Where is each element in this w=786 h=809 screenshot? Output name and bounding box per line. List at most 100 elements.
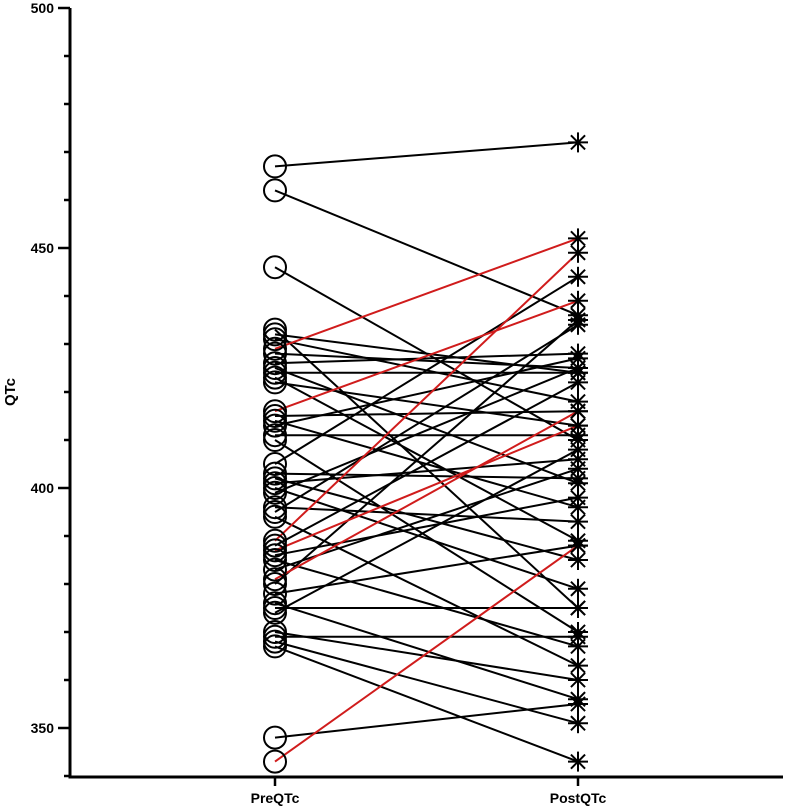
asterisk-stroke — [570, 513, 586, 530]
pair-line — [274, 352, 579, 369]
x-tick-label: PreQTc — [251, 790, 300, 806]
asterisk-stroke — [570, 293, 586, 309]
asterisk-stroke — [570, 312, 586, 328]
post-marker — [568, 535, 588, 556]
pre-marker — [263, 317, 287, 342]
x-tick-label: PostQTc — [550, 790, 607, 806]
pre-marker — [263, 356, 287, 380]
asterisk-stroke — [570, 403, 586, 419]
post-marker — [568, 372, 588, 393]
asterisk-stroke — [570, 374, 586, 391]
pair-line — [274, 252, 579, 542]
pre-marker — [263, 341, 287, 366]
post-marker — [568, 132, 588, 153]
asterisk-stroke — [570, 629, 586, 645]
pre-marker — [263, 471, 287, 496]
y-tick-label: 350 — [31, 720, 55, 736]
pre-marker — [263, 360, 287, 385]
pre-marker — [263, 178, 287, 203]
y-tick-label: 500 — [31, 0, 55, 16]
asterisk-stroke — [570, 230, 586, 247]
pre-marker — [263, 581, 287, 606]
pre-marker — [263, 466, 287, 491]
pre-marker — [263, 428, 287, 452]
pre-marker — [263, 548, 287, 572]
pre-marker — [263, 399, 287, 424]
pair-line — [274, 319, 579, 585]
pre-marker — [263, 600, 287, 625]
asterisk-stroke — [570, 672, 586, 688]
pair-lines — [274, 141, 579, 763]
asterisk-stroke — [570, 441, 586, 458]
post-marker — [568, 415, 588, 436]
markers — [263, 132, 588, 774]
pair-line — [274, 458, 579, 485]
asterisk-stroke — [570, 269, 586, 285]
pre-marker — [263, 404, 287, 428]
pre-marker — [263, 480, 287, 505]
asterisk-stroke — [570, 417, 586, 434]
asterisk-stroke — [570, 537, 586, 554]
pre-marker — [263, 624, 287, 649]
pair-line — [274, 367, 579, 494]
post-marker — [568, 694, 588, 714]
y-tick-label: 450 — [31, 240, 55, 256]
pre-marker — [263, 322, 287, 347]
post-marker — [568, 310, 588, 330]
pre-marker — [263, 461, 287, 486]
pair-line — [274, 357, 579, 427]
pair-line — [274, 544, 579, 763]
asterisk-stroke — [570, 134, 586, 151]
pre-marker — [263, 543, 287, 568]
post-marker — [568, 401, 588, 422]
pair-line — [274, 189, 579, 317]
x-ticks: PreQTc PostQTc — [251, 777, 607, 806]
pre-marker — [263, 452, 287, 476]
pre-marker — [263, 154, 287, 179]
pair-line — [274, 645, 579, 763]
pair-line — [274, 515, 579, 667]
post-marker — [568, 598, 588, 618]
pre-marker — [263, 557, 287, 582]
pre-marker — [263, 370, 287, 395]
pair-line — [274, 376, 579, 542]
pair-line — [274, 237, 579, 350]
pair-line — [274, 559, 579, 648]
pre-marker — [263, 365, 287, 390]
y-tick-label: 400 — [31, 480, 55, 496]
pre-marker — [263, 423, 287, 448]
pre-marker — [263, 495, 287, 520]
pair-line — [274, 448, 579, 614]
pair-line — [274, 323, 579, 513]
post-marker — [568, 242, 588, 263]
asterisk-stroke — [570, 696, 586, 712]
pre-marker — [263, 725, 287, 750]
pre-marker — [263, 476, 287, 500]
pre-marker — [263, 336, 287, 361]
pair-line — [274, 275, 579, 465]
asterisk-stroke — [570, 360, 586, 376]
asterisk-stroke — [570, 245, 586, 261]
asterisk-stroke — [570, 581, 586, 597]
pre-marker — [263, 408, 287, 433]
asterisk-stroke — [570, 552, 586, 568]
post-marker — [568, 511, 588, 532]
pair-line — [274, 544, 579, 595]
pair-line — [274, 410, 579, 581]
asterisk-stroke — [570, 489, 586, 506]
post-marker — [568, 439, 588, 460]
axes: 350 400 450 500 PreQTc PostQTc — [31, 0, 783, 806]
asterisk-stroke — [570, 715, 586, 731]
pre-marker — [263, 500, 287, 524]
pair-line — [274, 141, 579, 168]
pre-marker — [263, 327, 287, 352]
y-ticks: 350 400 450 500 — [31, 0, 70, 778]
pair-line — [274, 381, 579, 547]
y-axis-title: QTc — [2, 378, 19, 406]
pair-line — [274, 299, 579, 413]
pre-marker — [263, 351, 287, 376]
post-marker — [568, 578, 588, 599]
post-marker — [568, 713, 588, 734]
post-marker — [568, 550, 588, 570]
asterisk-stroke — [570, 600, 586, 616]
